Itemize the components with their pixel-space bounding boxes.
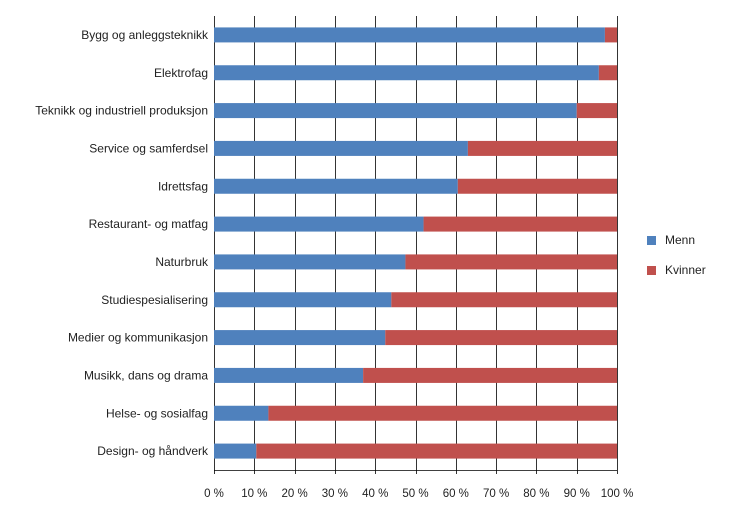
x-tick-label: 60 % [443,488,469,500]
x-tick-label: 40 % [362,488,388,500]
category-label: Musikk, dans og drama [84,368,208,382]
bar-menn [214,330,386,346]
x-tick-label: 100 % [601,488,634,500]
x-tick-label: 30 % [322,488,348,500]
legend-label-menn: Menn [665,233,695,247]
bar-menn [214,292,392,308]
x-tick-label: 10 % [241,488,267,500]
x-tick-label: 70 % [483,488,509,500]
legend: Menn Kvinner [647,233,706,277]
bar-menn [214,443,257,459]
legend-swatch-kvinner [647,266,656,275]
category-label: Bygg og anleggsteknikk [81,28,209,42]
bar-kvinner [405,254,617,270]
bar-kvinner [363,367,617,383]
bar-menn [214,27,605,43]
bar-menn [214,140,468,156]
bar-kvinner [467,140,617,156]
bar-menn [214,65,599,81]
bar-menn [214,178,458,194]
x-tick-label: 50 % [402,488,428,500]
category-label: Helse- og sosialfag [106,406,208,420]
bar-menn [214,367,364,383]
bar-kvinner [598,65,617,81]
bar-menn [214,254,406,270]
category-label: Service og samferdsel [89,141,208,155]
bar-kvinner [576,103,617,119]
bar-menn [214,405,269,421]
x-axis-tick-labels: 0 % 10 % 20 % 30 % 40 % 50 % 60 % 70 % 80 % 90 % 1… [204,488,633,500]
bar-kvinner [604,27,617,43]
category-label: Restaurant- og matfag [89,217,208,231]
legend-swatch-menn [647,236,656,245]
bar-menn [214,103,577,119]
bar-kvinner [268,405,617,421]
x-tick-label: 80 % [523,488,549,500]
gridlines [214,16,618,474]
category-labels: Bygg og anleggsteknikk Elektrofag Teknikk … [35,28,209,458]
category-label: Studiespesialisering [101,293,208,307]
bar-kvinner [256,443,617,459]
x-tick-label: 0 % [204,488,224,500]
bar-kvinner [457,178,617,194]
legend-label-kvinner: Kvinner [665,263,706,277]
category-label: Elektrofag [154,66,208,80]
x-tick-label: 90 % [564,488,590,500]
category-label: Design- og håndverk [97,444,209,458]
bars [214,27,617,459]
bar-menn [214,216,424,232]
category-label: Naturbruk [155,255,209,269]
bar-kvinner [385,330,617,346]
category-label: Idrettsfag [158,179,208,193]
category-label: Medier og kommunikasjon [68,331,208,345]
category-label: Teknikk og industriell produksjon [35,104,208,118]
bar-kvinner [423,216,617,232]
bar-kvinner [391,292,617,308]
x-tick-label: 20 % [281,488,307,500]
